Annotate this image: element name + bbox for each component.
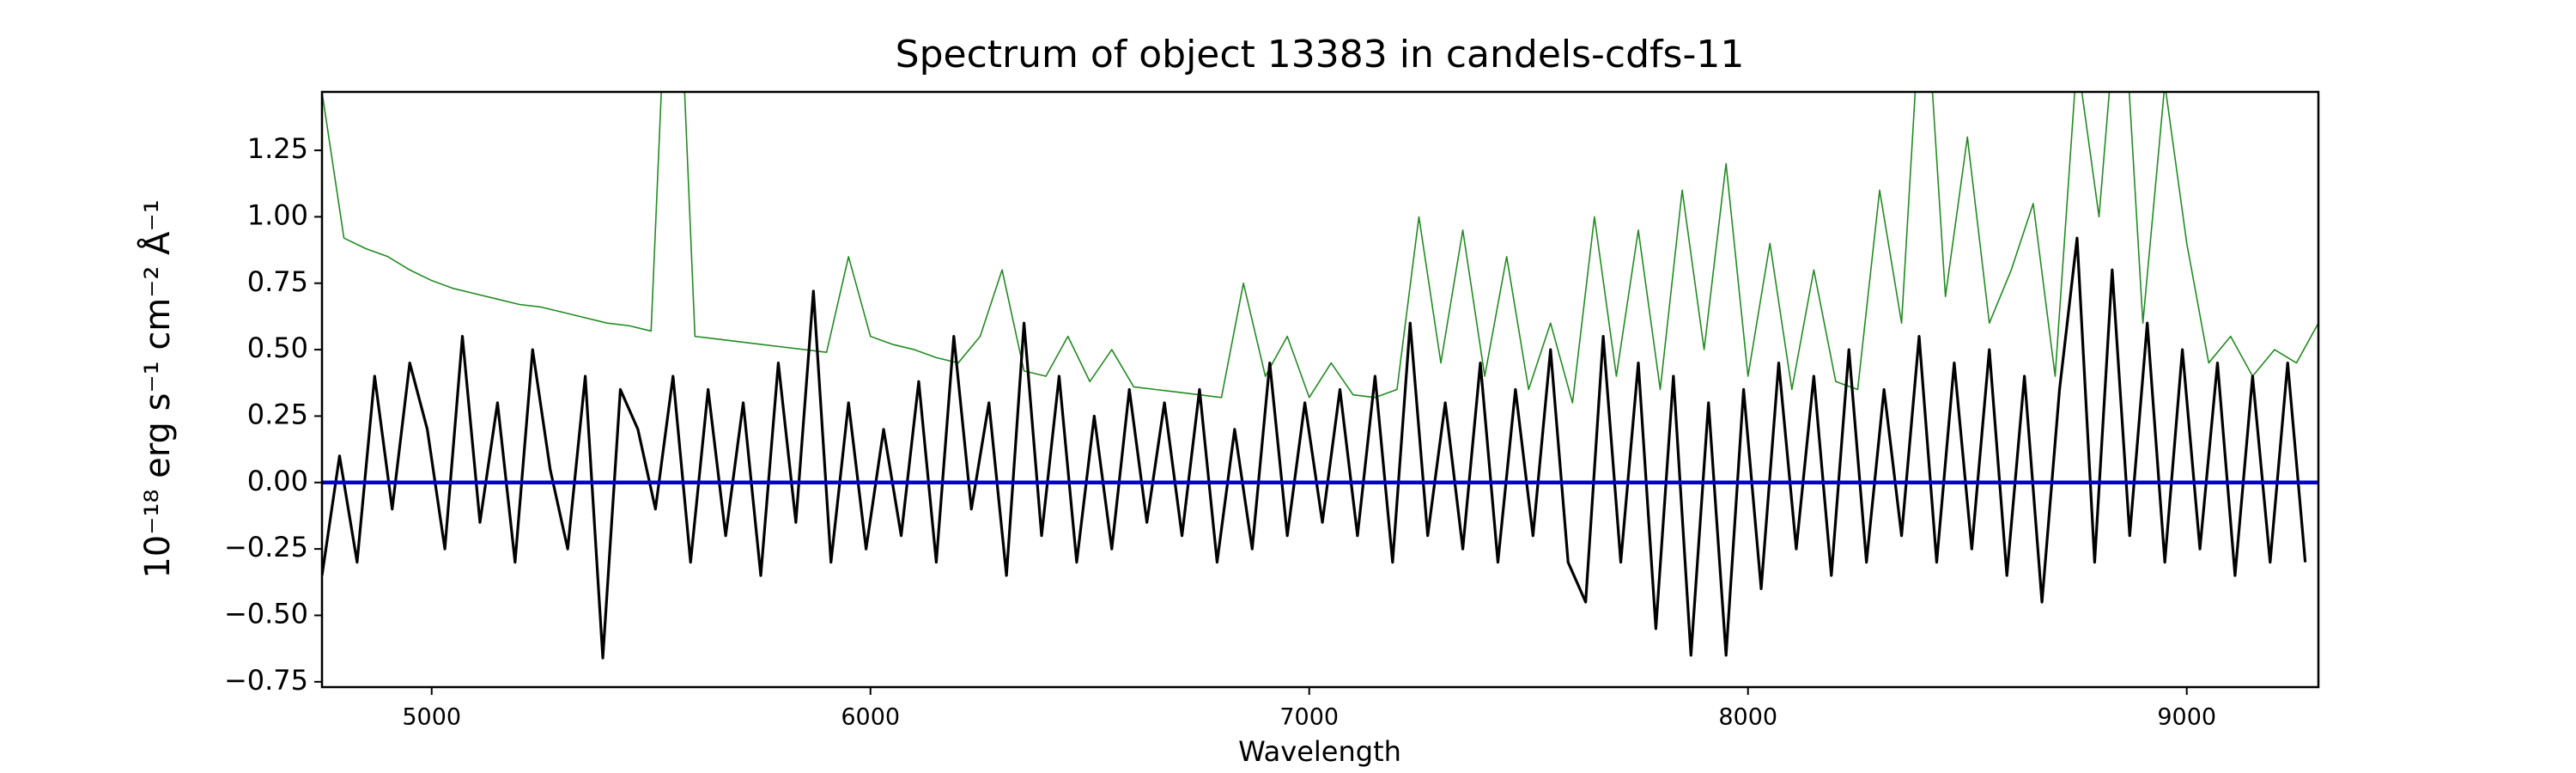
y-tick-label: 0.00	[247, 465, 308, 497]
y-tick-label: −0.75	[224, 664, 308, 697]
x-tick-label: 5000	[402, 704, 461, 731]
x-axis-label: Wavelength	[1238, 735, 1401, 768]
y-tick-label: 1.00	[247, 198, 308, 231]
y-tick-label: 1.25	[247, 132, 308, 165]
y-tick-label: −0.25	[224, 531, 308, 563]
plot-area	[322, 92, 2318, 660]
y-tick-label: 0.25	[247, 398, 308, 430]
x-tick-label: 6000	[841, 704, 900, 731]
spectrum-line	[322, 236, 2307, 660]
x-tick-label: 8000	[1718, 704, 1777, 731]
spectrum-line	[322, 92, 2318, 404]
chart-title: Spectrum of object 13383 in candels-cdfs…	[896, 33, 1745, 76]
x-tick-label: 9000	[2157, 704, 2216, 731]
y-axis-label: 10⁻¹⁸ erg s⁻¹ cm⁻² Å⁻¹	[137, 199, 178, 578]
y-tick-label: −0.50	[224, 597, 308, 630]
axes-frame	[320, 90, 2320, 689]
x-tick-label: 7000	[1279, 704, 1339, 731]
y-tick-label: 0.75	[247, 265, 308, 298]
y-tick-label: 0.50	[247, 332, 308, 364]
